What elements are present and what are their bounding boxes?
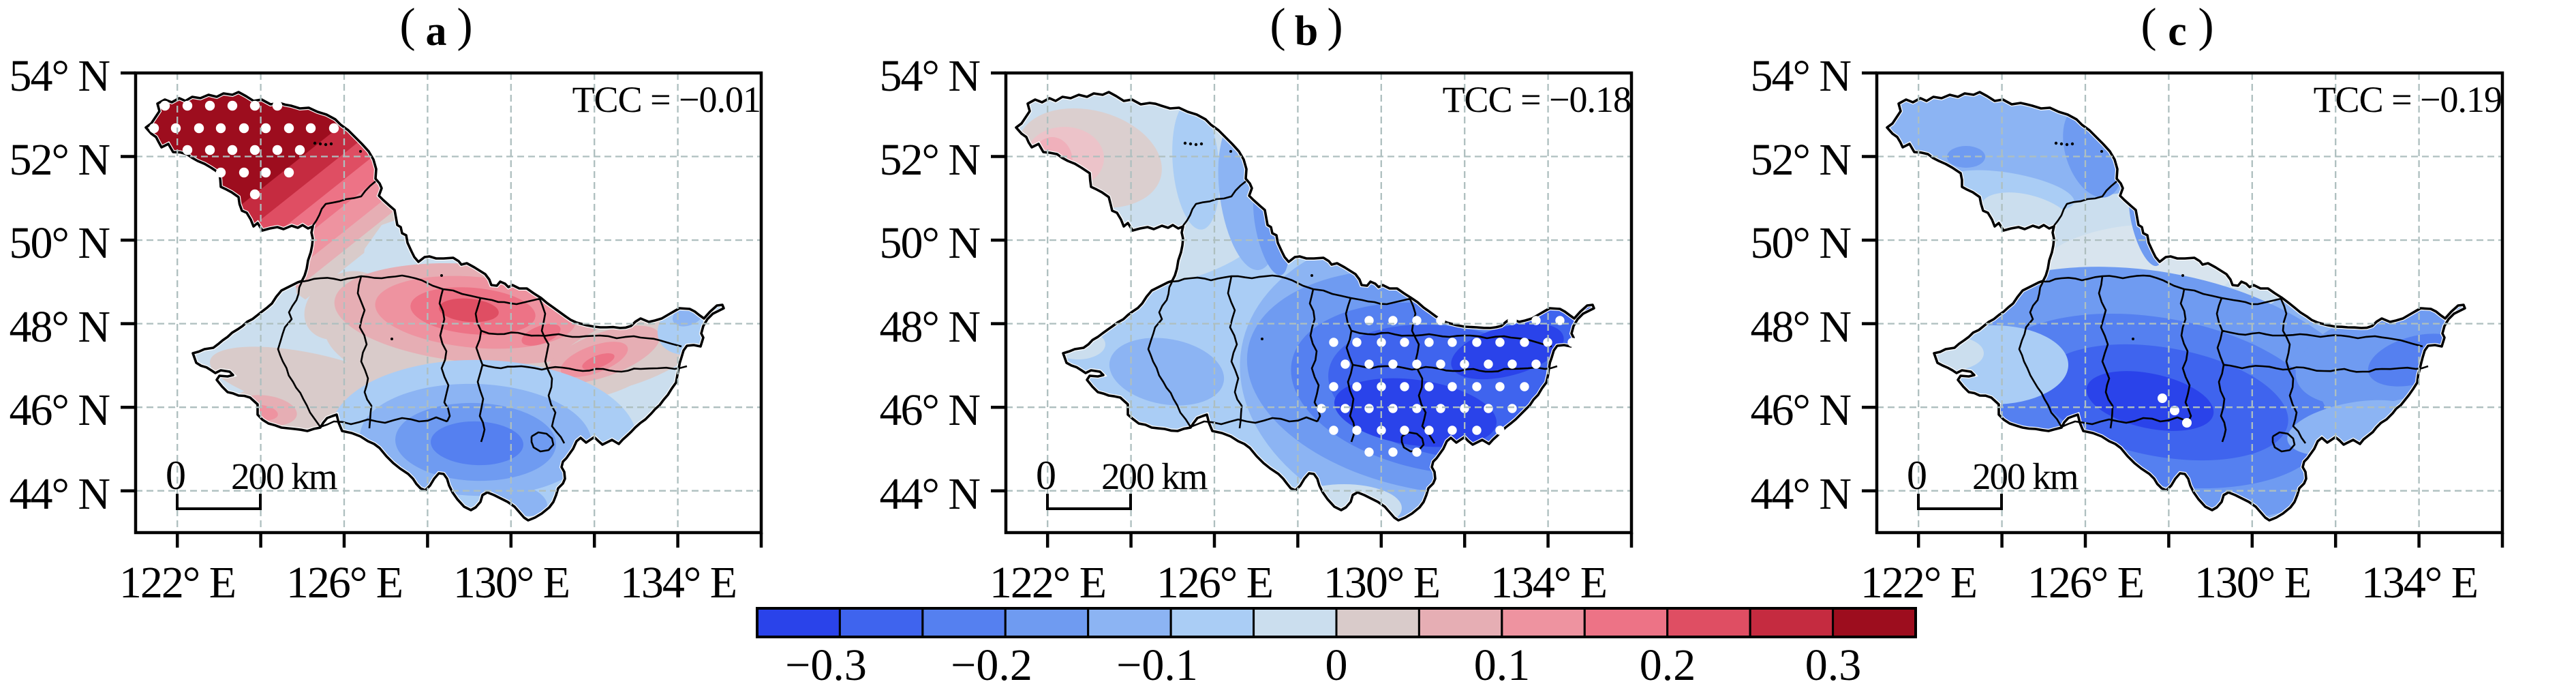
svg-text:54° N: 54° N: [1750, 51, 1851, 101]
svg-text:44° N: 44° N: [9, 469, 110, 519]
svg-text:48° N: 48° N: [9, 302, 110, 352]
svg-text:0.2: 0.2: [1640, 640, 1696, 684]
svg-text:122° E: 122° E: [119, 558, 235, 608]
svg-text:0.1: 0.1: [1474, 640, 1531, 684]
svg-text:): ): [1327, 0, 1343, 52]
svg-text:200 km: 200 km: [1101, 456, 1208, 497]
svg-text:126° E: 126° E: [286, 558, 402, 608]
svg-text:50° N: 50° N: [879, 218, 980, 268]
svg-text:122° E: 122° E: [990, 558, 1105, 608]
svg-text:(: (: [399, 0, 415, 52]
svg-text:130° E: 130° E: [1323, 558, 1439, 608]
svg-text:130° E: 130° E: [2194, 558, 2310, 608]
svg-text:): ): [2198, 0, 2213, 52]
svg-text:−0.1: −0.1: [1116, 640, 1198, 684]
svg-text:b: b: [1295, 8, 1318, 55]
svg-text:134° E: 134° E: [1490, 558, 1606, 608]
svg-text:c: c: [2168, 8, 2187, 55]
svg-text:−0.2: −0.2: [951, 640, 1032, 684]
svg-text:52° N: 52° N: [879, 135, 980, 185]
svg-text:126° E: 126° E: [1156, 558, 1272, 608]
svg-text:(: (: [1270, 0, 1285, 52]
svg-text:46° N: 46° N: [879, 385, 980, 435]
svg-text:−0.3: −0.3: [785, 640, 867, 684]
svg-text:130° E: 130° E: [453, 558, 569, 608]
svg-text:122° E: 122° E: [1860, 558, 1976, 608]
svg-text:54° N: 54° N: [879, 51, 980, 101]
svg-text:52° N: 52° N: [1750, 135, 1851, 185]
svg-text:48° N: 48° N: [1750, 302, 1851, 352]
svg-text:0: 0: [1325, 640, 1348, 684]
svg-text:44° N: 44° N: [879, 469, 980, 519]
svg-text:46° N: 46° N: [1750, 385, 1851, 435]
svg-text:200 km: 200 km: [231, 456, 337, 497]
svg-text:0: 0: [1907, 453, 1927, 498]
svg-text:134° E: 134° E: [2361, 558, 2477, 608]
svg-text:134° E: 134° E: [620, 558, 736, 608]
svg-text:50° N: 50° N: [1750, 218, 1851, 268]
svg-text:126° E: 126° E: [2027, 558, 2143, 608]
svg-text:50° N: 50° N: [9, 218, 110, 268]
svg-text:200 km: 200 km: [1972, 456, 2079, 497]
svg-text:54° N: 54° N: [9, 51, 110, 101]
svg-text:48° N: 48° N: [879, 302, 980, 352]
svg-text:46° N: 46° N: [9, 385, 110, 435]
svg-text:0: 0: [1036, 453, 1056, 498]
svg-text:TCC = −0.01: TCC = −0.01: [572, 79, 761, 120]
svg-text:0: 0: [166, 453, 186, 498]
svg-text:52° N: 52° N: [9, 135, 110, 185]
svg-text:0.3: 0.3: [1805, 640, 1862, 684]
svg-text:TCC = −0.19: TCC = −0.19: [2314, 79, 2502, 120]
svg-text:(: (: [2141, 0, 2156, 52]
svg-text:): ): [457, 0, 472, 52]
svg-text:a: a: [426, 8, 447, 55]
svg-text:44° N: 44° N: [1750, 469, 1851, 519]
svg-text:TCC = −0.18: TCC = −0.18: [1443, 79, 1631, 120]
